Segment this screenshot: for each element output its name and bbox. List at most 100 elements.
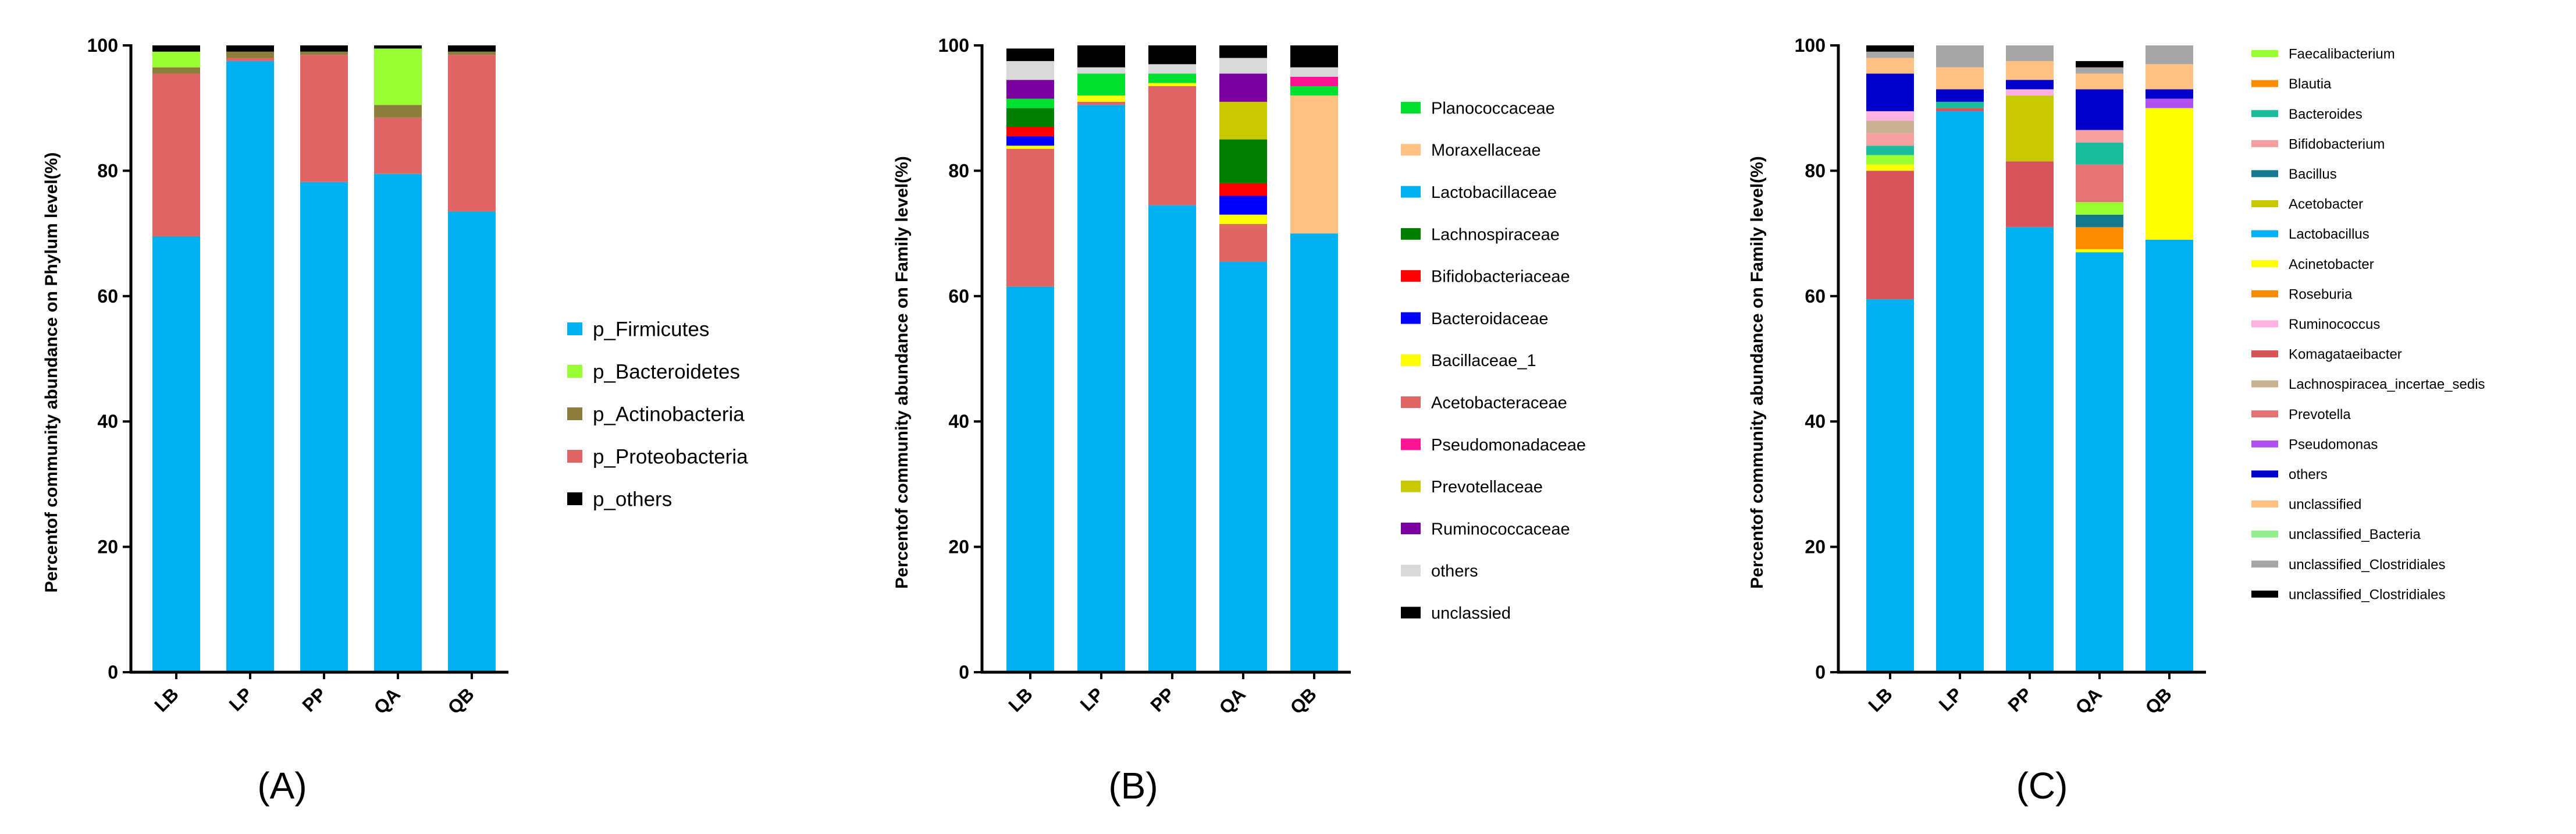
legend-label: Lactobacillus [2289, 226, 2369, 242]
bar-segment [1866, 58, 1914, 74]
bar-segment [226, 51, 274, 58]
bar-segment [152, 236, 200, 672]
y-tick-label: 100 [1795, 35, 1826, 56]
legend-label: p_Actinobacteria [593, 403, 745, 426]
legend-label: Acetobacter [2289, 197, 2363, 212]
bar-segment [1006, 148, 1054, 287]
bar-segment [1866, 155, 1914, 165]
legend-swatch [1401, 480, 1421, 492]
y-tick-label: 0 [108, 662, 118, 683]
bar-segment [1219, 45, 1267, 58]
bar-segment [2146, 108, 2193, 240]
y-axis-title: Percentof community abundance on Phylum … [42, 152, 61, 593]
bar-segment [2076, 73, 2123, 90]
bar-segment [1290, 86, 1338, 96]
panel-label-c: (C) [2016, 765, 2068, 807]
bar-segment [448, 55, 496, 212]
legend-label: Prevotella [2289, 407, 2351, 423]
y-tick-label: 80 [1805, 160, 1826, 181]
bar-segment [1006, 108, 1054, 127]
legend-swatch [2251, 140, 2278, 147]
legend-label: Ruminococcus [2289, 317, 2380, 332]
legend-label: Planococcaceae [1431, 99, 1555, 118]
bar-segment [1077, 101, 1125, 105]
legend-swatch [1401, 312, 1421, 324]
bar-segment [374, 117, 422, 174]
legend-swatch [1401, 396, 1421, 409]
bar-segment [2006, 80, 2054, 90]
legend-swatch [2251, 80, 2278, 87]
panel-c: Percentof community abundance on Family … [1748, 35, 2485, 807]
legend-label: Lachnospiracea_incertae_sedis [2289, 377, 2485, 392]
bar-segment [1077, 45, 1125, 68]
legend-swatch [2251, 260, 2278, 268]
legend-label: others [1431, 562, 1478, 581]
legend-label: Bifidobacterium [2289, 136, 2385, 152]
legend-label: unclassified_Bacteria [2289, 527, 2421, 542]
bar-segment [1077, 105, 1125, 672]
y-tick-label: 80 [948, 160, 969, 181]
bar-segment [2076, 164, 2123, 203]
bar-segment [1866, 73, 1914, 112]
bar-segment [1219, 196, 1267, 215]
bar-segment [374, 48, 422, 105]
bar-segment [1936, 67, 1984, 90]
legend-label: Lactobacillaceae [1431, 183, 1557, 202]
y-tick-label: 60 [97, 286, 118, 307]
bar-segment [1936, 89, 1984, 102]
bar-segment [2076, 249, 2123, 253]
bar-segment [448, 51, 496, 55]
legend-b: Planococcaceae Moraxellaceae Lactobacillac… [1401, 99, 1586, 623]
bar-segment [2146, 98, 2193, 108]
bar-segment [1936, 45, 1984, 68]
legend-swatch [2251, 410, 2278, 418]
legend-swatch [567, 450, 582, 463]
bar-segment [1866, 133, 1914, 146]
legend-label: p_others [593, 488, 672, 511]
bar-segment [152, 73, 200, 237]
legend-label: unclassified_Clostridiales [2289, 557, 2445, 573]
bar-segment [300, 45, 348, 52]
legend-label: Lachnospiraceae [1431, 225, 1560, 244]
bar-segment [2006, 61, 2054, 80]
legend-swatch [1401, 606, 1421, 619]
legend-swatch [1401, 565, 1421, 577]
bar-segment [1006, 136, 1054, 146]
bar-segment [1219, 261, 1267, 672]
legend-swatch [2251, 470, 2278, 478]
panel-a: Percentof community abundance on Phylum … [42, 35, 748, 807]
legend-label: Bacillus [2289, 166, 2337, 182]
legend-label: Bacteroides [2289, 107, 2362, 122]
bar-segment [226, 58, 274, 61]
bar-segment [1866, 120, 1914, 133]
legend-a: p_Firmicutes p_Bacteroidetes p_Actinobacte… [567, 318, 748, 511]
legend-label: Bacillaceae_1 [1431, 352, 1536, 370]
bar-segment [1290, 67, 1338, 77]
bar-segment [1219, 73, 1267, 102]
bar-segment [374, 173, 422, 672]
bar-segment [1006, 127, 1054, 137]
bar-segment [1006, 61, 1054, 80]
bar-segment [1936, 101, 1984, 108]
legend-swatch [2251, 590, 2278, 598]
bar-segment [1148, 83, 1196, 87]
y-tick-label: 20 [948, 537, 969, 558]
bar-segment [226, 61, 274, 672]
legend-swatch [2251, 230, 2278, 237]
bar-segment [1148, 64, 1196, 74]
bar-segment [300, 182, 348, 672]
bar-segment [1077, 95, 1125, 102]
legend-label: p_Firmicutes [593, 318, 709, 341]
y-tick-label: 40 [948, 411, 969, 432]
bar-segment [1077, 73, 1125, 96]
bar-segment [2146, 239, 2193, 672]
bar-segment [1006, 145, 1054, 149]
bar-segment [2006, 45, 2054, 61]
bar-segment [2076, 142, 2123, 165]
legend-swatch [2251, 200, 2278, 207]
legend-c: Faecalibacterium Blautia Bacteroides Bifido… [2251, 47, 2485, 602]
legend-label: Bifidobacteriaceae [1431, 268, 1570, 286]
bar-segment [2076, 67, 2123, 74]
